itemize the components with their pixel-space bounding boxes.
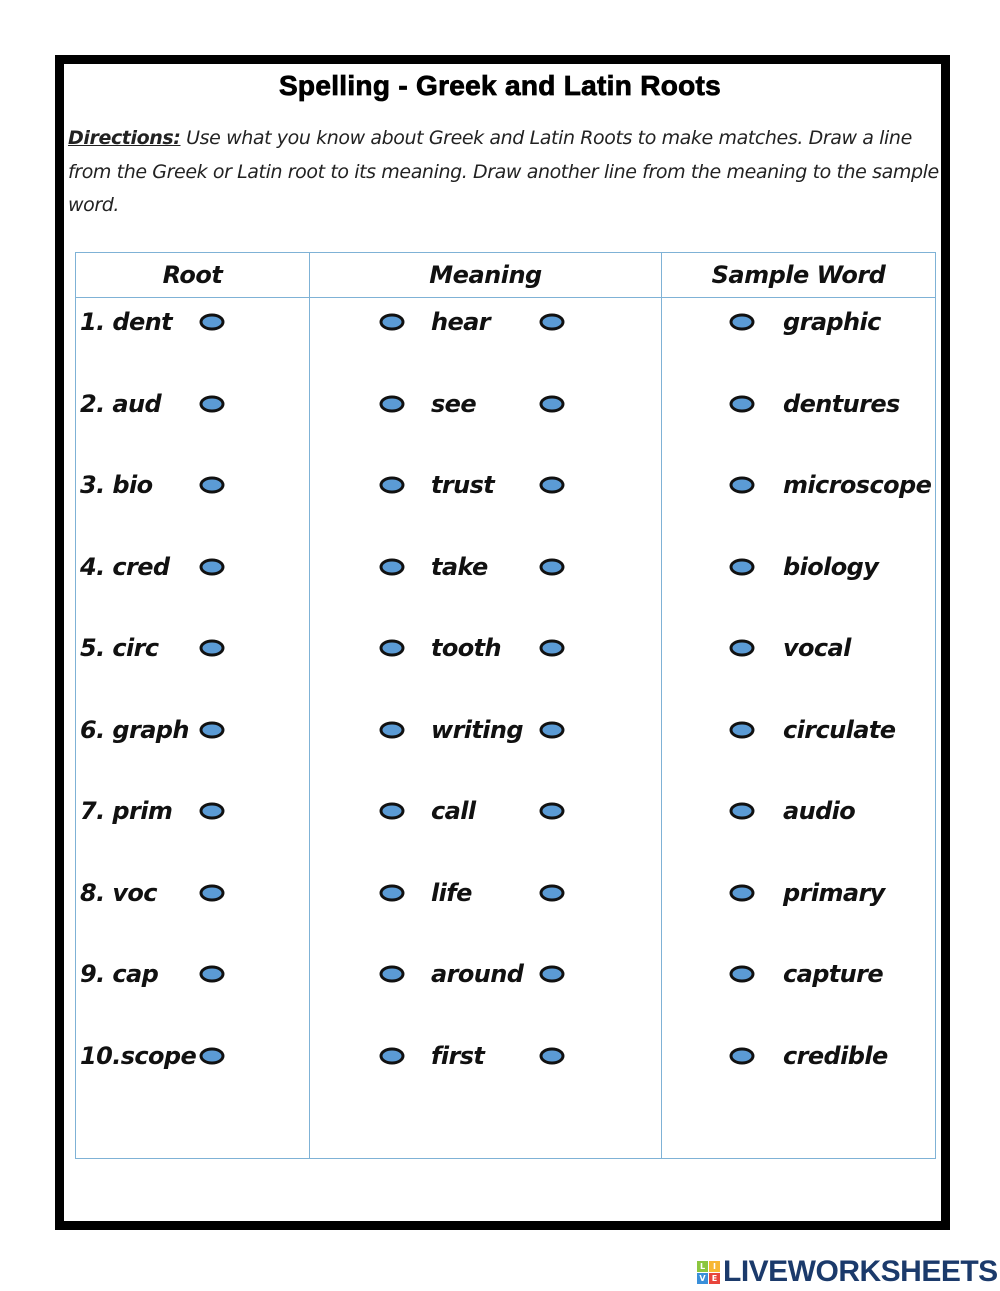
meaning-left-connector-dot[interactable] [379, 965, 405, 983]
root-connector-dot[interactable] [199, 558, 225, 575]
meaning-right-connector-dot[interactable] [539, 476, 565, 494]
logo-text: LIVEWORKSHEETS [723, 1255, 998, 1288]
meaning-item: life [431, 878, 472, 907]
meaning-left-connector-dot[interactable] [379, 884, 405, 901]
sample-word-item: biology [783, 552, 879, 581]
root-item: 8. voc [80, 878, 158, 907]
root-item: 4. cred [80, 552, 170, 581]
sample-connector-dot[interactable] [729, 884, 755, 901]
root-connector-dot[interactable] [199, 476, 225, 494]
meaning-item: trust [431, 471, 495, 499]
meaning-item: writing [431, 715, 524, 744]
meaning-left-connector-dot[interactable] [379, 476, 405, 494]
header-sample-word: Sample Word [711, 261, 886, 289]
meaning-left-connector-dot[interactable] [379, 721, 405, 738]
root-connector-dot[interactable] [199, 1047, 225, 1064]
sample-word-item: microscope [783, 471, 932, 499]
sample-word-item: circulate [783, 715, 896, 744]
meaning-right-connector-dot[interactable] [539, 965, 565, 983]
page-title: Spelling - Greek and Latin Roots [278, 70, 722, 102]
sample-connector-dot[interactable] [729, 802, 755, 820]
meaning-right-connector-dot[interactable] [539, 558, 565, 575]
root-connector-dot[interactable] [199, 802, 225, 820]
meaning-left-connector-dot[interactable] [379, 639, 405, 657]
meaning-left-connector-dot[interactable] [379, 313, 405, 331]
root-connector-dot[interactable] [199, 965, 225, 983]
root-item: 6. graph [80, 715, 189, 744]
meaning-left-connector-dot[interactable] [379, 1047, 405, 1064]
meaning-item: around [431, 960, 524, 988]
root-item: 5. circ [80, 634, 159, 662]
sample-connector-dot[interactable] [729, 558, 755, 575]
sample-connector-dot[interactable] [729, 721, 755, 738]
sample-connector-dot[interactable] [729, 639, 755, 657]
sample-word-item: primary [783, 878, 885, 907]
header-root: Root [162, 261, 223, 289]
header-meaning: Meaning [429, 261, 542, 289]
directions-text: Use what you know about Greek and Latin … [68, 127, 939, 216]
root-connector-dot[interactable] [199, 639, 225, 657]
meaning-right-connector-dot[interactable] [539, 721, 565, 738]
column-divider [661, 253, 662, 1158]
root-item: 3. bio [80, 471, 153, 499]
meaning-right-connector-dot[interactable] [539, 639, 565, 657]
sample-word-item: vocal [783, 634, 851, 662]
sample-connector-dot[interactable] [729, 313, 755, 331]
meaning-right-connector-dot[interactable] [539, 395, 565, 412]
meaning-right-connector-dot[interactable] [539, 313, 565, 331]
meaning-item: tooth [431, 634, 502, 662]
sample-connector-dot[interactable] [729, 965, 755, 983]
meaning-right-connector-dot[interactable] [539, 884, 565, 901]
header-divider [76, 297, 935, 298]
meaning-left-connector-dot[interactable] [379, 558, 405, 575]
sample-connector-dot[interactable] [729, 476, 755, 494]
root-connector-dot[interactable] [199, 395, 225, 412]
root-item: 9. cap [80, 960, 159, 988]
sample-word-item: graphic [783, 308, 881, 336]
root-connector-dot[interactable] [199, 884, 225, 901]
meaning-left-connector-dot[interactable] [379, 395, 405, 412]
sample-word-item: capture [783, 960, 884, 988]
meaning-item: first [431, 1041, 485, 1070]
meaning-item: hear [431, 308, 491, 336]
directions-label: Directions: [68, 127, 181, 149]
root-item: 1. dent [80, 308, 173, 336]
root-connector-dot[interactable] [199, 313, 225, 331]
root-item: 7. prim [80, 797, 173, 825]
column-divider [309, 253, 310, 1158]
meaning-right-connector-dot[interactable] [539, 802, 565, 820]
meaning-item: call [431, 797, 476, 825]
root-connector-dot[interactable] [199, 721, 225, 738]
sample-word-item: credible [783, 1041, 888, 1070]
sample-word-item: dentures [783, 389, 900, 418]
meaning-item: take [431, 552, 488, 581]
directions: Directions: Use what you know about Gree… [68, 122, 943, 223]
meaning-left-connector-dot[interactable] [379, 802, 405, 820]
root-item: 2. aud [80, 389, 162, 418]
sample-word-item: audio [783, 797, 856, 825]
sample-connector-dot[interactable] [729, 395, 755, 412]
meaning-right-connector-dot[interactable] [539, 1047, 565, 1064]
meaning-item: see [431, 389, 477, 418]
sample-connector-dot[interactable] [729, 1047, 755, 1064]
root-item: 10.scope [80, 1041, 197, 1070]
matching-table: Root Meaning Sample Word 1. dent hear grap… [75, 252, 936, 1159]
